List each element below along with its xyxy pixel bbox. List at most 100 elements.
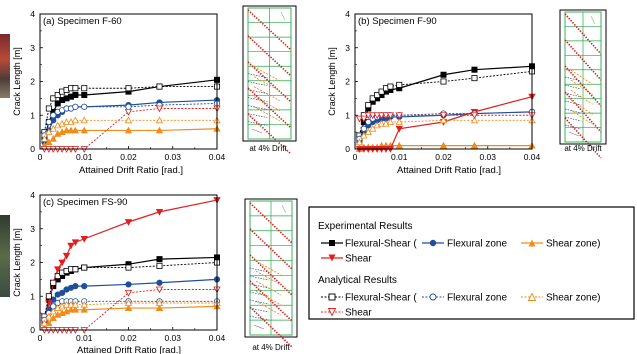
y-tick-label: 3	[345, 43, 350, 53]
y-tick-label: 1	[30, 110, 35, 120]
data-point-exp-shear	[67, 242, 75, 250]
data-point-ana-shear-zone	[124, 299, 133, 306]
y-tick-label: 4	[30, 190, 35, 200]
data-point-ana-flex-shear	[374, 92, 381, 99]
legend-exp-title: Experimental Results	[318, 221, 412, 232]
drift-label-f90: at 4% Drift	[564, 144, 602, 153]
legend-exp-flexural: Flexural zone	[447, 239, 507, 250]
chart-specimen-f60: 0 0.01 0.02 0.03 0.04 0 1 2 3 4 Crack Length [m] (a…	[12, 9, 226, 162]
data-point-exp-flexural	[81, 283, 88, 290]
x-tick-label: 0.03	[479, 152, 496, 162]
data-point-ana-shear	[386, 112, 395, 120]
data-point-exp-shear-zone	[45, 319, 53, 327]
series-line-exp-shear	[43, 199, 218, 324]
y-tick-label: 2	[30, 258, 35, 268]
data-point-exp-shear-zone	[49, 135, 57, 142]
data-point-ana-shear-zone	[40, 319, 49, 327]
chart-title: (c) Specimen FS-90	[43, 197, 127, 208]
data-point-ana-flex-shear	[54, 92, 61, 99]
data-point-exp-shear-zone	[67, 305, 75, 313]
data-point-exp-shear-zone	[71, 305, 80, 313]
data-point-ana-flex-shear	[45, 105, 52, 112]
data-point-ana-shear-zone	[395, 118, 403, 125]
data-point-exp-shear	[80, 235, 88, 243]
data-point-exp-flex-shear	[72, 92, 79, 99]
data-point-ana-flex-shear	[396, 81, 403, 88]
data-point-ana-flexural	[360, 125, 367, 132]
data-point-exp-shear	[155, 208, 164, 216]
xlabel-c: Attained Drift Ratio [rad.]	[77, 345, 181, 354]
y-axis-label: Crack Length [m]	[12, 47, 22, 116]
xlabel-a: Attained Drift Ratio [rad.]	[79, 165, 183, 176]
data-point-ana-flexural	[125, 103, 132, 110]
data-point-exp-shear-zone	[124, 304, 133, 311]
data-point-exp-flexural	[59, 289, 66, 296]
x-tick-label: 0.04	[209, 152, 226, 162]
data-point-ana-shear-zone	[355, 138, 364, 146]
y-tick-label: 0	[30, 144, 35, 154]
x-tick-label: 0.02	[120, 333, 137, 343]
chart-specimen-f90: 0 0.01 0.02 0.03 0.04 0 1 2 3 4 Crack Length [m] (b…	[327, 9, 541, 162]
legend-exp-shear: Shear	[345, 254, 372, 265]
data-point-ana-shear	[155, 105, 164, 113]
data-point-ana-shear	[470, 112, 479, 120]
data-point-ana-flex-shear	[125, 85, 132, 92]
drift-label-f60: at 4% Drift	[249, 144, 287, 153]
series-line-ana-shear	[359, 114, 532, 120]
data-point-ana-flexural	[72, 103, 79, 110]
x-tick-label: 0.03	[164, 152, 181, 162]
crack-pattern-f60	[242, 5, 297, 155]
y-tick-label: 0	[30, 325, 35, 335]
data-point-ana-shear	[360, 115, 368, 123]
y-tick-label: 0	[345, 144, 350, 154]
data-point-ana-shear	[373, 112, 381, 120]
data-point-exp-shear-zone	[62, 126, 71, 134]
data-point-exp-shear-zone	[155, 304, 164, 311]
data-point-exp-flexural	[125, 281, 132, 288]
data-point-exp-shear-zone	[80, 305, 88, 313]
data-point-exp-flex-shear	[54, 100, 61, 107]
data-point-exp-shear-zone	[67, 126, 75, 134]
data-point-ana-shear-zone	[360, 131, 368, 139]
data-point-ana-flex-shear	[81, 85, 88, 92]
data-point-ana-shear	[364, 112, 372, 120]
data-point-exp-shear	[62, 252, 71, 260]
legend-ana-flex-shear: Flexural-Shear (	[345, 293, 417, 304]
data-point-ana-shear	[124, 289, 133, 297]
legend-ana-title: Analytical Results	[318, 275, 397, 286]
legend-ana-flexural: Flexural zone	[447, 293, 507, 304]
x-tick-label: 0	[353, 152, 358, 162]
data-point-exp-flex-shear	[440, 71, 447, 78]
data-point-ana-shear-zone	[470, 116, 479, 124]
data-point-exp-shear-zone	[124, 126, 133, 134]
y-tick-label: 2	[345, 77, 350, 87]
data-point-ana-shear-zone	[45, 128, 53, 136]
data-point-exp-shear-zone	[395, 141, 403, 149]
x-tick-label: 0.02	[435, 152, 452, 162]
data-point-ana-shear-zone	[67, 300, 75, 308]
data-point-ana-shear-zone	[369, 124, 377, 132]
data-point-exp-flexural	[72, 283, 79, 290]
data-point-exp-shear-zone	[45, 138, 53, 146]
crack-pattern-f90	[559, 9, 607, 159]
data-point-ana-flex-shear	[387, 83, 394, 90]
data-point-ana-flex-shear	[369, 95, 376, 102]
data-point-exp-shear	[58, 259, 66, 267]
data-point-ana-shear-zone	[386, 118, 395, 125]
data-point-ana-shear-zone	[124, 116, 133, 124]
data-point-ana-flex-shear	[45, 293, 52, 300]
data-point-ana-flex-shear	[125, 264, 132, 271]
data-point-ana-shear	[124, 108, 133, 116]
data-point-ana-shear-zone	[40, 135, 49, 142]
data-point-ana-shear-zone	[377, 119, 386, 127]
x-tick-label: 0.04	[524, 152, 541, 162]
data-point-ana-shear	[395, 112, 403, 120]
x-tick-label: 0.01	[76, 333, 93, 343]
data-point-ana-shear	[382, 112, 390, 120]
data-point-ana-shear	[377, 112, 386, 120]
data-point-ana-shear-zone	[439, 116, 448, 124]
data-point-ana-flex-shear	[50, 95, 57, 102]
data-point-ana-shear-zone	[62, 118, 71, 125]
data-point-exp-shear	[71, 239, 80, 247]
data-point-ana-flexural	[50, 112, 57, 119]
